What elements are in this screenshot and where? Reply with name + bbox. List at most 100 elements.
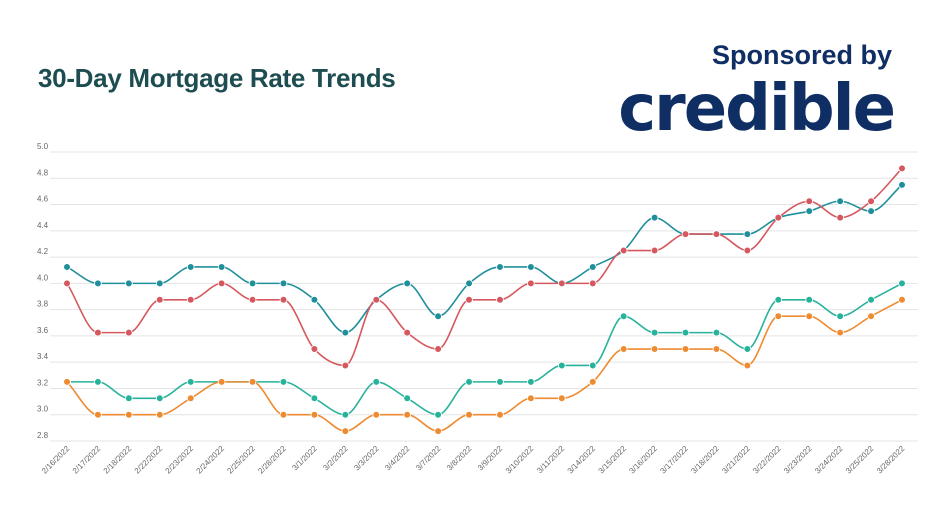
data-point bbox=[588, 361, 597, 370]
data-point bbox=[527, 263, 535, 271]
data-point bbox=[558, 279, 566, 288]
data-point bbox=[372, 410, 381, 419]
x-tick-label: 3/11/2022 bbox=[535, 444, 566, 475]
data-point bbox=[743, 246, 752, 255]
data-point bbox=[403, 328, 411, 337]
data-point bbox=[867, 312, 875, 321]
data-point bbox=[836, 312, 844, 321]
x-tick-label: 3/18/2022 bbox=[689, 444, 721, 476]
data-point bbox=[341, 427, 350, 435]
x-tick-label: 3/23/2022 bbox=[782, 444, 814, 476]
data-point bbox=[279, 279, 288, 288]
data-point bbox=[186, 295, 195, 304]
data-point bbox=[836, 197, 844, 206]
data-point bbox=[94, 410, 102, 419]
data-point bbox=[898, 164, 906, 173]
y-tick-label: 3.8 bbox=[37, 300, 49, 309]
data-point bbox=[527, 378, 535, 386]
data-point bbox=[619, 312, 628, 321]
data-point bbox=[341, 361, 350, 370]
data-point bbox=[155, 410, 164, 419]
data-point bbox=[619, 345, 628, 353]
series-line bbox=[66, 184, 903, 334]
data-point bbox=[279, 378, 288, 386]
series-lines bbox=[63, 164, 906, 435]
x-tick-label: 2/17/2022 bbox=[71, 444, 103, 476]
x-tick-label: 3/16/2022 bbox=[627, 444, 659, 476]
data-point bbox=[63, 263, 71, 271]
y-tick-label: 4.4 bbox=[37, 221, 49, 230]
y-tick-label: 4.0 bbox=[37, 273, 49, 282]
x-tick-label: 3/21/2022 bbox=[720, 444, 752, 476]
data-point bbox=[650, 345, 659, 353]
y-tick-label: 3.4 bbox=[37, 352, 49, 361]
data-point bbox=[63, 279, 71, 288]
data-point bbox=[465, 378, 473, 386]
data-point bbox=[650, 328, 659, 337]
data-point bbox=[650, 213, 659, 222]
y-axis: 5.0 4.8 4.6 4.4 4.2 4.0 3.8 3.6 3.4 3.2 3.0 2.8 bbox=[37, 142, 49, 440]
data-point bbox=[588, 378, 597, 386]
x-tick-label: 3/3/2022 bbox=[352, 444, 381, 473]
data-point bbox=[805, 207, 814, 215]
data-point bbox=[805, 197, 814, 206]
x-tick-label: 3/22/2022 bbox=[751, 444, 783, 476]
data-point bbox=[94, 378, 102, 386]
data-point bbox=[155, 279, 164, 288]
series-4 bbox=[63, 295, 906, 435]
data-point bbox=[712, 328, 721, 337]
data-point bbox=[867, 197, 875, 206]
x-tick-label: 3/8/2022 bbox=[445, 444, 474, 473]
data-point bbox=[248, 279, 257, 288]
data-point bbox=[527, 279, 535, 288]
data-point bbox=[712, 345, 721, 353]
data-point bbox=[125, 328, 133, 337]
data-point bbox=[465, 410, 473, 419]
x-tick-label: 3/4/2022 bbox=[383, 444, 412, 473]
data-point bbox=[496, 378, 504, 386]
series-line bbox=[66, 282, 903, 416]
y-tick-label: 4.2 bbox=[37, 247, 49, 256]
data-point bbox=[434, 427, 442, 435]
data-point bbox=[743, 361, 752, 370]
series-line bbox=[66, 167, 903, 367]
data-point bbox=[63, 378, 71, 386]
series-3 bbox=[63, 279, 906, 419]
data-point bbox=[681, 230, 690, 238]
x-tick-label: 2/23/2022 bbox=[164, 444, 196, 476]
sponsor-label: Sponsored by bbox=[711, 40, 892, 70]
data-point bbox=[681, 345, 690, 353]
x-tick-label: 3/9/2022 bbox=[476, 444, 505, 473]
x-tick-label: 2/24/2022 bbox=[195, 444, 227, 476]
data-point bbox=[836, 213, 844, 222]
data-point bbox=[898, 279, 906, 288]
y-tick-label: 3.2 bbox=[37, 378, 49, 387]
data-point bbox=[558, 394, 566, 403]
data-point bbox=[248, 295, 257, 304]
data-point bbox=[279, 295, 288, 304]
chart-title: 30-Day Mortgage Rate Trends bbox=[38, 63, 396, 93]
x-tick-label: 3/17/2022 bbox=[658, 444, 690, 476]
data-point bbox=[867, 207, 875, 215]
data-point bbox=[310, 345, 319, 353]
data-point bbox=[774, 213, 783, 222]
data-point bbox=[465, 279, 473, 288]
data-point bbox=[836, 328, 844, 337]
data-point bbox=[898, 295, 906, 304]
data-point bbox=[805, 312, 814, 321]
data-point bbox=[125, 394, 133, 403]
x-tick-label: 2/22/2022 bbox=[133, 444, 165, 476]
data-point bbox=[434, 410, 442, 419]
x-tick-label: 2/18/2022 bbox=[102, 444, 134, 476]
data-point bbox=[341, 410, 350, 419]
data-point bbox=[403, 410, 411, 419]
data-point bbox=[650, 246, 659, 255]
x-tick-label: 2/28/2022 bbox=[256, 444, 288, 476]
y-tick-label: 4.6 bbox=[37, 195, 49, 204]
data-point bbox=[496, 410, 504, 419]
data-point bbox=[155, 394, 164, 403]
data-point bbox=[867, 295, 875, 304]
data-point bbox=[186, 263, 195, 271]
data-point bbox=[465, 295, 473, 304]
data-point bbox=[186, 378, 195, 386]
